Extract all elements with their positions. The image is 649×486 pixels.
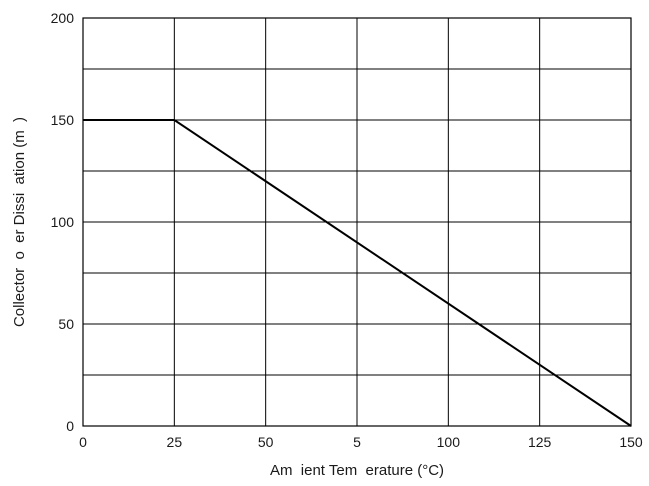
x-tick-label: 50	[258, 434, 274, 450]
x-tick-label: 25	[167, 434, 183, 450]
x-tick-label: 0	[79, 434, 87, 450]
series-group	[83, 119, 632, 427]
y-tick-label: 150	[51, 112, 75, 128]
y-axis-ticks: 0 50 100 150 200	[51, 10, 75, 434]
y-axis-label: Collector o er Dissi ation (m )	[11, 117, 28, 327]
plot-area-frame	[82, 17, 632, 427]
y-tick-label: 200	[51, 10, 75, 26]
y-tick-label: 50	[58, 316, 74, 332]
x-tick-label: 150	[619, 434, 643, 450]
gridlines	[82, 17, 632, 427]
series-line	[83, 119, 632, 427]
y-tick-label: 100	[51, 214, 75, 230]
x-tick-label: 5	[353, 434, 361, 450]
x-tick-label: 125	[528, 434, 552, 450]
x-tick-label: 100	[437, 434, 461, 450]
y-tick-label: 0	[66, 418, 74, 434]
x-axis-ticks: 0 25 50 5 100 125 150	[79, 434, 643, 450]
x-axis-label: Am ient Tem erature (°C)	[270, 462, 444, 479]
